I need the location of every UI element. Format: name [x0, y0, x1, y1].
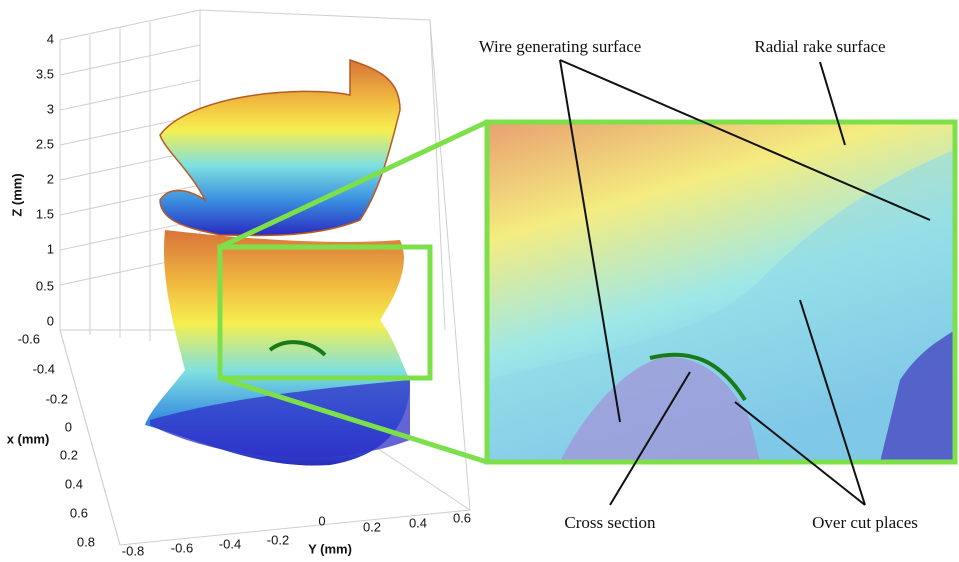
- y-tick-label: 0.4: [409, 515, 427, 530]
- x-tick-label: -0.6: [18, 331, 40, 346]
- x-tick-label: 0.2: [60, 447, 78, 462]
- z-axis-label: Z (mm): [9, 173, 24, 216]
- x-tick-label: -0.2: [46, 391, 68, 406]
- y-tick-label: -0.2: [267, 532, 289, 547]
- y-tick-label: -0.4: [219, 536, 241, 551]
- y-tick-label: 0: [318, 513, 325, 528]
- y-tick-label: -0.8: [122, 543, 144, 558]
- z-tick-label: 1: [47, 241, 54, 256]
- page: {"plot": { "z_axis": {"label": "Z (mm)",…: [0, 0, 959, 562]
- surface-plot: [145, 60, 410, 466]
- y-axis-label: Y (mm): [308, 541, 352, 556]
- annotation: Cross section: [564, 513, 656, 532]
- figure: Z (mm) x (mm) Y (mm) Wire generating sur…: [0, 0, 959, 562]
- z-tick-label: 4: [47, 31, 54, 46]
- x-axis-label: x (mm): [7, 431, 50, 446]
- y-tick-label: -0.6: [171, 540, 193, 555]
- x-tick-label: 0.6: [70, 505, 88, 520]
- annotation: Over cut places: [812, 513, 918, 532]
- y-tick-label: 0.6: [453, 510, 471, 525]
- z-tick-label: 1.5: [36, 206, 54, 221]
- z-tick-label: 2: [47, 171, 54, 186]
- x-tick-label: 0.8: [77, 534, 95, 549]
- z-tick-label: 3.5: [36, 66, 54, 81]
- x-tick-label: 0.4: [65, 476, 83, 491]
- z-tick-label: 2.5: [36, 136, 54, 151]
- x-tick-label: -0.4: [33, 361, 55, 376]
- zoom-inset: [487, 122, 955, 462]
- x-tick-label: 0: [65, 419, 72, 434]
- annotation: Wire generating surface: [479, 37, 642, 56]
- z-tick-label: 0: [47, 313, 54, 328]
- annotation: Radial rake surface: [754, 37, 885, 56]
- z-tick-label: 0.5: [36, 278, 54, 293]
- y-tick-label: 0.2: [363, 519, 381, 534]
- z-tick-label: 3: [47, 101, 54, 116]
